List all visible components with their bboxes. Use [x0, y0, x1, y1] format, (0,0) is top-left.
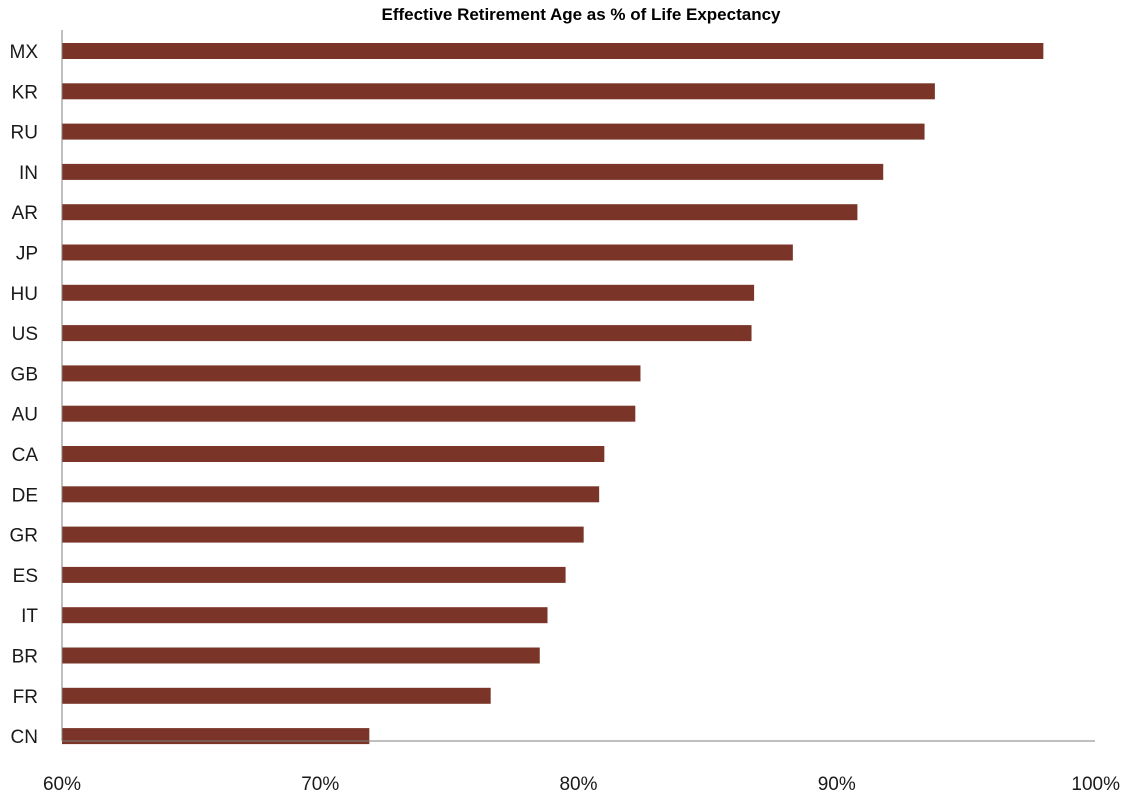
category-label-mx: MX: [10, 42, 39, 63]
x-tick-label-90: 90%: [818, 774, 856, 795]
category-label-au: AU: [12, 405, 38, 426]
bar-de: [62, 486, 600, 503]
x-tick-label-70: 70%: [301, 774, 339, 795]
bar-cn: [62, 728, 370, 745]
x-tick-label-60: 60%: [43, 774, 81, 795]
bar-ru: [62, 123, 925, 140]
bar-fr: [62, 687, 491, 704]
axes-layer: [61, 30, 1095, 742]
category-label-gb: GB: [11, 364, 38, 385]
bar-au: [62, 405, 636, 422]
x-tick-label-80: 80%: [559, 774, 597, 795]
bar-jp: [62, 244, 793, 261]
category-labels: MX KR RU IN AR JP HU US GB AU CA DE GR ES IT BR FR CN: [10, 42, 39, 748]
category-label-cn: CN: [11, 727, 38, 748]
bar-ar: [62, 204, 858, 221]
bar-br: [62, 647, 540, 664]
x-tick-label-100: 100%: [1071, 774, 1120, 795]
category-label-ar: AR: [12, 203, 38, 224]
category-label-hu: HU: [11, 284, 38, 305]
bar-ca: [62, 446, 605, 462]
chart-title: Effective Retirement Age as % of Life Ex…: [381, 5, 781, 24]
bar-it: [62, 607, 548, 624]
category-label-us: US: [12, 324, 38, 345]
category-label-br: BR: [12, 647, 38, 668]
bar-kr: [62, 83, 935, 100]
category-label-in: IN: [19, 163, 38, 184]
x-tick-labels: 60% 70% 80% 90% 100%: [43, 774, 1120, 795]
category-label-de: DE: [12, 485, 38, 506]
category-label-gr: GR: [10, 526, 39, 547]
bar-gb: [62, 365, 641, 382]
bar-us: [62, 325, 752, 342]
category-label-it: IT: [21, 606, 38, 627]
bar-mx: [62, 43, 1044, 59]
category-label-ca: CA: [12, 445, 39, 466]
bars-layer: [62, 43, 1044, 745]
category-label-es: ES: [13, 566, 38, 587]
bar-in: [62, 163, 884, 180]
bar-gr: [62, 526, 584, 543]
bar-hu: [62, 284, 755, 301]
category-label-kr: KR: [12, 82, 38, 103]
category-label-jp: JP: [16, 244, 38, 265]
category-label-fr: FR: [13, 687, 38, 708]
category-label-ru: RU: [11, 123, 38, 144]
bar-es: [62, 566, 566, 583]
